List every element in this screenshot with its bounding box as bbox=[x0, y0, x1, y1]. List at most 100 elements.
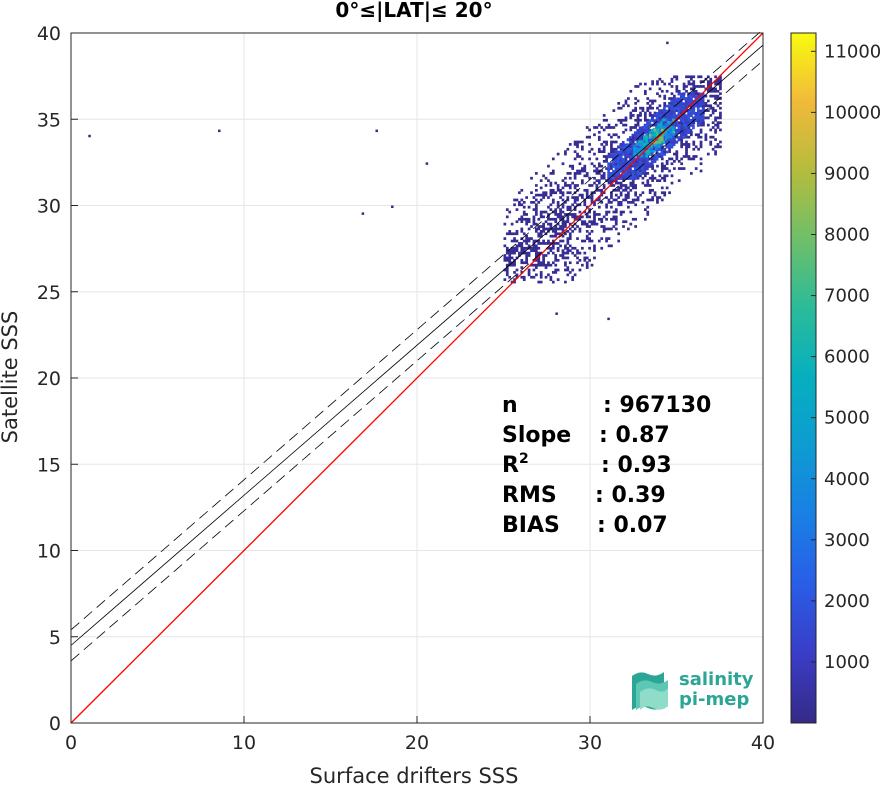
density-cell bbox=[564, 256, 567, 260]
density-cell bbox=[673, 152, 676, 156]
density-cell bbox=[542, 191, 545, 195]
density-cell bbox=[638, 142, 641, 146]
density-cell bbox=[634, 102, 638, 105]
density-cell bbox=[636, 138, 640, 141]
density-cell bbox=[624, 150, 627, 154]
stat-superscript: 2 bbox=[519, 451, 529, 467]
density-cell bbox=[716, 123, 720, 127]
density-cell bbox=[590, 196, 594, 199]
density-cell bbox=[622, 184, 625, 187]
density-cell bbox=[561, 186, 565, 190]
density-cell bbox=[508, 254, 512, 257]
density-cell bbox=[694, 95, 698, 98]
density-cell bbox=[539, 193, 543, 197]
density-cell bbox=[508, 256, 512, 260]
density-cell bbox=[636, 116, 640, 120]
density-cell bbox=[629, 169, 632, 173]
density-cell bbox=[714, 102, 717, 105]
density-cell bbox=[624, 102, 628, 105]
density-cell bbox=[653, 193, 657, 197]
density-cell bbox=[542, 229, 545, 233]
density-cell bbox=[561, 249, 565, 253]
density-cell bbox=[699, 121, 703, 125]
density-cell bbox=[643, 116, 647, 120]
density-cell bbox=[633, 157, 637, 161]
density-cell bbox=[711, 121, 715, 125]
density-cell bbox=[549, 184, 553, 187]
density-cell bbox=[612, 160, 615, 164]
density-cell bbox=[641, 172, 645, 175]
density-cell bbox=[605, 140, 608, 144]
density-cell bbox=[636, 176, 640, 180]
density-cell bbox=[636, 157, 640, 161]
density-cell bbox=[551, 246, 555, 250]
stat-label: RMS bbox=[502, 483, 557, 508]
density-cell bbox=[554, 263, 558, 267]
density-cell bbox=[689, 92, 693, 96]
density-cell bbox=[573, 184, 577, 187]
density-cell bbox=[534, 239, 538, 243]
density-cell bbox=[648, 165, 652, 168]
density-cell bbox=[627, 205, 630, 209]
density-cell bbox=[564, 150, 567, 154]
density-cell bbox=[619, 193, 623, 197]
density-cell bbox=[617, 239, 621, 243]
density-cell bbox=[597, 169, 601, 173]
density-cell bbox=[576, 172, 579, 175]
density-cell bbox=[525, 213, 529, 216]
y-tick-label: 10 bbox=[37, 541, 61, 563]
density-cell bbox=[692, 155, 696, 158]
density-cell bbox=[672, 121, 676, 125]
density-cell bbox=[677, 112, 681, 115]
density-cell bbox=[687, 109, 690, 113]
density-cell bbox=[667, 128, 670, 131]
density-cell bbox=[600, 225, 604, 228]
density-cell bbox=[532, 239, 536, 243]
density-cell bbox=[590, 263, 594, 267]
density-cell bbox=[610, 193, 613, 197]
density-cell bbox=[525, 222, 529, 226]
density-cell bbox=[559, 225, 562, 228]
density-cell bbox=[665, 150, 669, 154]
outlier-point bbox=[555, 312, 558, 315]
density-cell bbox=[554, 268, 558, 272]
stat-label: Slope bbox=[502, 423, 571, 448]
outlier-point bbox=[425, 162, 429, 165]
density-cell bbox=[542, 222, 545, 226]
density-cell bbox=[689, 87, 693, 91]
density-cell bbox=[711, 109, 715, 112]
density-cell bbox=[665, 143, 669, 147]
density-cell bbox=[605, 118, 608, 122]
density-cell bbox=[716, 126, 720, 129]
density-cell bbox=[605, 213, 608, 216]
density-cell bbox=[672, 118, 675, 122]
density-cell bbox=[527, 239, 531, 243]
density-cell bbox=[576, 198, 579, 202]
y-tick-label: 20 bbox=[37, 368, 61, 390]
density-cell bbox=[682, 167, 686, 170]
density-cell bbox=[622, 225, 625, 228]
density-cell bbox=[578, 258, 582, 262]
density-cell bbox=[687, 75, 691, 79]
density-cell bbox=[525, 196, 529, 199]
density-cell bbox=[610, 179, 613, 182]
density-cell bbox=[629, 150, 632, 154]
wave-logo-icon bbox=[632, 672, 668, 710]
density-cell bbox=[692, 80, 696, 83]
density-cell bbox=[668, 157, 671, 161]
density-cell bbox=[694, 112, 698, 115]
density-cell bbox=[692, 104, 695, 108]
density-cell bbox=[549, 191, 553, 195]
density-cell bbox=[682, 133, 686, 137]
density-cell bbox=[706, 99, 710, 103]
density-cell bbox=[655, 121, 659, 125]
density-cell bbox=[655, 150, 659, 154]
density-cell bbox=[656, 179, 659, 182]
density-cell bbox=[643, 131, 647, 135]
density-cell bbox=[547, 215, 550, 219]
density-cell bbox=[597, 181, 601, 185]
density-cell bbox=[537, 242, 541, 245]
density-cell bbox=[614, 181, 618, 185]
density-cell bbox=[692, 85, 696, 88]
density-cell bbox=[706, 80, 710, 83]
